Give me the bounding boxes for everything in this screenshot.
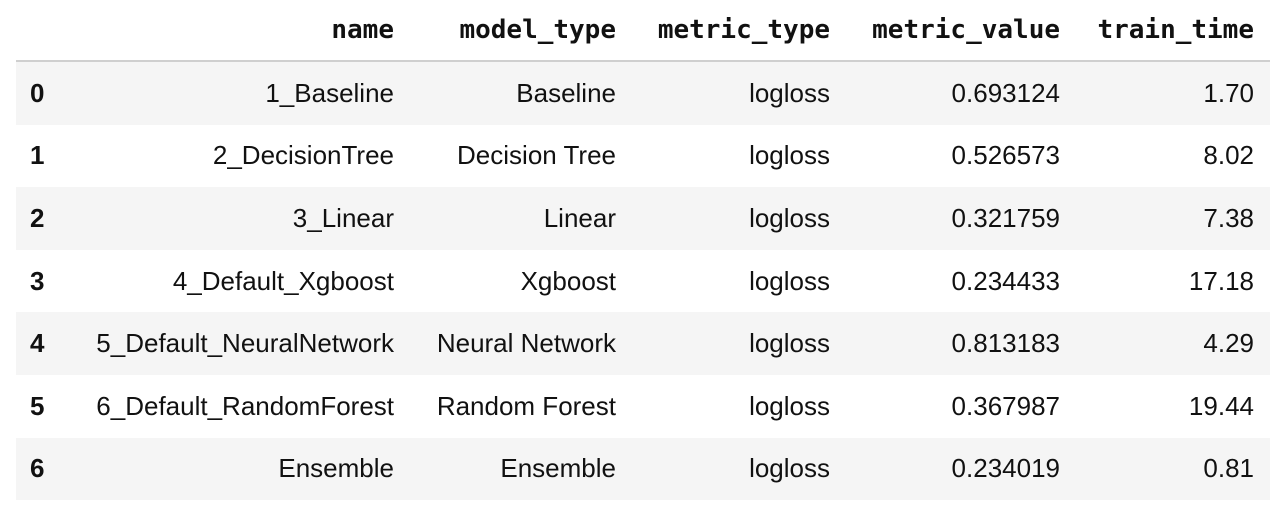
cell-metric-value: 0.526573 [951,140,1060,171]
cell-metric-value: 0.813183 [951,328,1060,359]
cell-model-type: Ensemble [500,453,616,484]
table-row: 1 2_DecisionTree Decision Tree logloss 0… [16,124,1270,188]
header-index [16,0,68,62]
cell-name: 3_Linear [292,202,394,233]
dataframe-output: name model_type metric_type metric_value… [16,0,1270,501]
cell-model-type: Linear [543,202,616,233]
table-row: 4 5_Default_NeuralNetwork Neural Network… [16,312,1270,375]
cell-metric-type: logloss [749,202,830,233]
header-model-type: model_type [410,0,632,62]
cell-name: 2_DecisionTree [212,140,394,171]
cell-metric-type: logloss [749,77,830,108]
row-index: 3 [30,265,45,296]
cell-name: Ensemble [278,453,394,484]
cell-train-time: 17.18 [1188,265,1254,296]
cell-model-type: Decision Tree [457,140,616,171]
cell-model-type: Xgboost [520,265,616,296]
table-row: 2 3_Linear Linear logloss 0.321759 7.38 [16,187,1270,250]
cell-train-time: 4.29 [1203,328,1254,359]
cell-metric-value: 0.693124 [951,77,1060,108]
cell-metric-type: logloss [749,390,830,421]
header-metric-type: metric_type [632,0,846,62]
cell-model-type: Baseline [516,77,616,108]
cell-metric-type: logloss [749,140,830,171]
row-index: 1 [30,140,45,171]
cell-metric-value: 0.321759 [951,202,1060,233]
row-index: 4 [30,328,45,359]
table-row: 3 4_Default_Xgboost Xgboost logloss 0.23… [16,249,1270,313]
cell-name: 6_Default_RandomForest [96,390,394,421]
cell-metric-type: logloss [749,453,830,484]
cell-train-time: 19.44 [1188,390,1254,421]
cell-metric-value: 0.234019 [951,453,1060,484]
cell-train-time: 1.70 [1203,77,1254,108]
row-index: 5 [30,390,45,421]
results-table: name model_type metric_type metric_value… [16,0,1270,501]
table-body: 0 1_Baseline Baseline logloss 0.693124 1… [16,61,1270,501]
cell-name: 4_Default_Xgboost [172,265,394,296]
header-train-time: train_time [1076,0,1270,62]
cell-metric-type: logloss [749,265,830,296]
table-row: 5 6_Default_RandomForest Random Forest l… [16,374,1270,438]
cell-name: 5_Default_NeuralNetwork [96,328,394,359]
cell-metric-value: 0.234433 [951,265,1060,296]
table-header: name model_type metric_type metric_value… [16,0,1270,62]
header-metric-value: metric_value [846,0,1076,62]
cell-train-time: 8.02 [1203,140,1254,171]
cell-train-time: 7.38 [1203,202,1254,233]
cell-model-type: Neural Network [436,328,616,359]
header-name: name [68,0,410,62]
cell-model-type: Random Forest [436,390,616,421]
cell-metric-type: logloss [749,328,830,359]
row-index: 2 [30,202,45,233]
cell-name: 1_Baseline [265,77,394,108]
cell-metric-value: 0.367987 [951,390,1060,421]
table-row: 0 1_Baseline Baseline logloss 0.693124 1… [16,61,1270,125]
row-index: 0 [30,77,45,108]
row-index: 6 [30,453,45,484]
table-row: 6 Ensemble Ensemble logloss 0.234019 0.8… [16,437,1270,501]
cell-train-time: 0.81 [1203,453,1254,484]
header-row: name model_type metric_type metric_value… [16,0,1270,62]
